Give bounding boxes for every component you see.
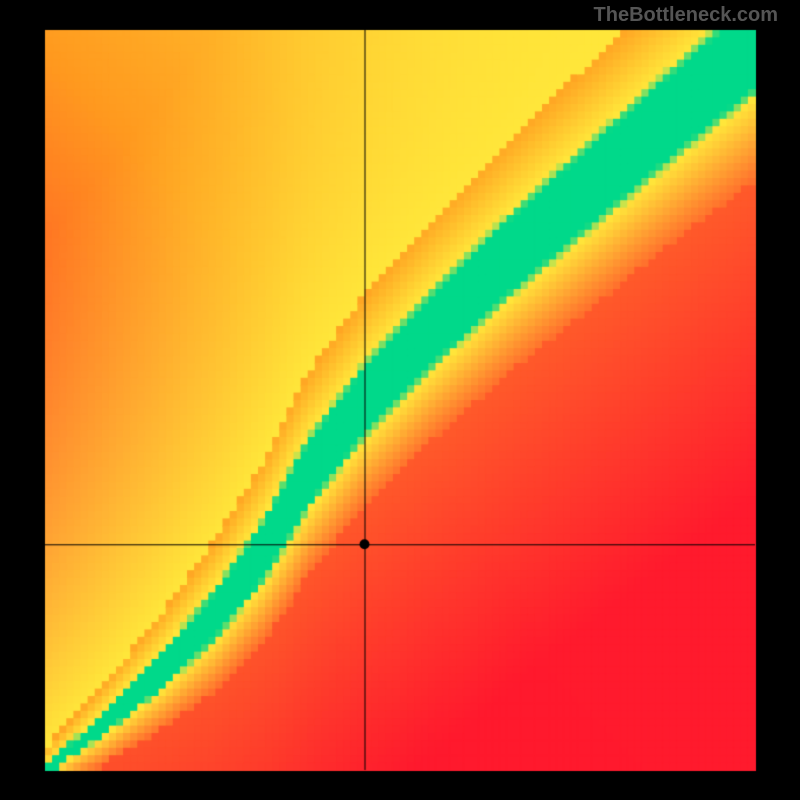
bottleneck-heatmap [0, 0, 800, 800]
chart-container: TheBottleneck.com [0, 0, 800, 800]
watermark-label: TheBottleneck.com [594, 4, 778, 27]
